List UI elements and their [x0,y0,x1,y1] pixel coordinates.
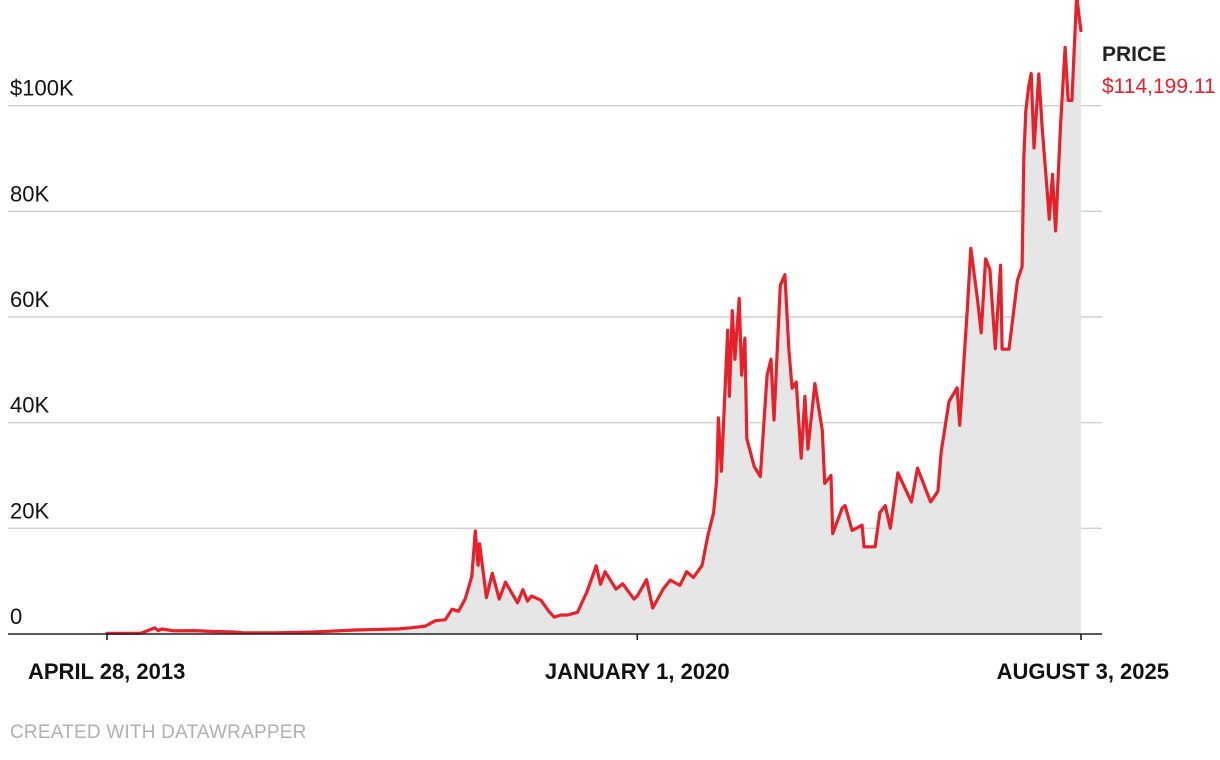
line-layer [105,0,1083,635]
y-tick-label: 60K [10,287,49,312]
y-tick-label: $100K [10,76,74,101]
x-tick-label: JANUARY 1, 2020 [545,659,730,684]
y-tick-label: 80K [10,181,49,206]
x-axis: APRIL 28, 2013 JANUARY 1, 2020 AUGUST 3, 2… [8,633,1169,684]
x-tick-label: AUGUST 3, 2025 [997,659,1169,684]
y-tick-label: 40K [10,393,49,418]
series-end-value-label: $114,199.11 [1102,75,1216,98]
gridlines: 0 20K 40K 60K 80K $100K [8,76,1102,629]
series-label-layer: PRICE $114,199.11 [1102,43,1216,98]
series-name-label: PRICE [1102,43,1166,66]
area-fill-layer [107,0,1081,634]
price-line [105,0,1083,635]
credit-text: CREATED WITH DATAWRAPPER [10,722,307,743]
x-tick-label: APRIL 28, 2013 [28,659,185,684]
price-area-fill [107,0,1081,634]
y-tick-label: 0 [10,604,22,629]
y-tick-label: 20K [10,498,49,523]
